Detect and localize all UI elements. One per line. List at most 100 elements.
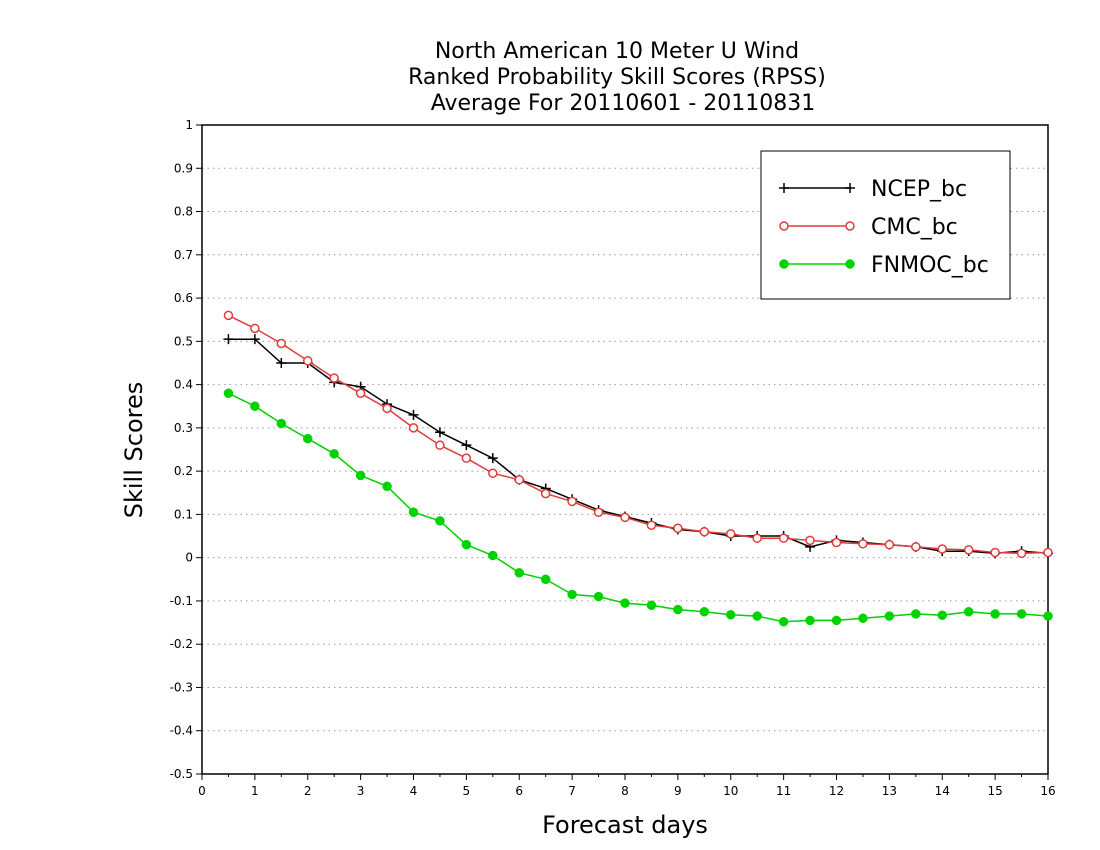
y-axis-title: Skill Scores bbox=[120, 382, 148, 519]
series-fnmoc-bc bbox=[223, 388, 1053, 627]
legend-label: CMC_bc bbox=[871, 215, 958, 240]
data-point-cmc-bc bbox=[593, 507, 604, 517]
y-tick-label: 0.9 bbox=[174, 161, 193, 175]
x-tick-label: 8 bbox=[621, 784, 629, 798]
data-point-cmc-bc bbox=[250, 323, 260, 334]
data-point-fnmoc-bc bbox=[461, 539, 472, 550]
y-tick-label: 0.1 bbox=[174, 507, 193, 521]
x-tick-label: 16 bbox=[1040, 784, 1055, 798]
data-point-cmc-bc bbox=[1016, 548, 1027, 559]
y-tick-label: 0.4 bbox=[174, 378, 193, 392]
data-point-fnmoc-bc bbox=[276, 418, 287, 429]
data-point-cmc-bc bbox=[937, 544, 947, 554]
data-point-fnmoc-bc bbox=[1016, 609, 1027, 619]
data-point-cmc-bc bbox=[488, 468, 498, 479]
data-point-cmc-bc bbox=[646, 520, 657, 530]
title-line-3: Average For 20110601 - 20110831 bbox=[431, 91, 816, 116]
chart-title: North American 10 Meter U Wind Ranked Pr… bbox=[408, 39, 826, 116]
data-point-cmc-bc bbox=[726, 529, 736, 539]
data-point-fnmoc-bc bbox=[963, 607, 974, 617]
x-tick-label: 4 bbox=[410, 784, 418, 798]
x-tick-label: 12 bbox=[829, 784, 844, 798]
y-tick-label: -0.2 bbox=[170, 637, 193, 651]
data-point-fnmoc-bc bbox=[250, 401, 260, 411]
data-point-cmc-bc bbox=[540, 488, 551, 499]
legend-marker bbox=[845, 221, 855, 231]
y-tick-label: -0.5 bbox=[170, 767, 193, 781]
legend: NCEP_bc CMC_bc FNMOC_bc bbox=[760, 150, 1011, 300]
x-tick-label: 6 bbox=[515, 784, 523, 798]
y-axis: 1 0.9 0.8 0.7 0.6 0.5 0.4 0.3 0.2 0.1 0 -0.1 -0.2 -0.… bbox=[170, 118, 202, 781]
data-point-fnmoc-bc bbox=[382, 481, 392, 492]
y-tick-label: -0.3 bbox=[170, 680, 193, 694]
legend-marker bbox=[845, 183, 855, 193]
data-point-cmc-bc bbox=[858, 539, 868, 549]
x-tick-label: 5 bbox=[463, 784, 471, 798]
x-tick-label: 14 bbox=[935, 784, 950, 798]
data-point-fnmoc-bc bbox=[699, 607, 710, 617]
legend-item-fnmoc-bc: FNMOC_bc bbox=[779, 253, 989, 278]
data-point-fnmoc-bc bbox=[567, 589, 577, 600]
data-point-ncep-bc bbox=[487, 453, 498, 464]
x-axis-title: Forecast days bbox=[542, 811, 708, 839]
data-point-cmc-bc bbox=[408, 423, 419, 433]
series-layer bbox=[223, 310, 1053, 627]
data-point-cmc-bc bbox=[911, 542, 921, 552]
title-line-1: North American 10 Meter U Wind bbox=[435, 39, 799, 64]
x-tick-label: 2 bbox=[304, 784, 312, 798]
y-tick-label: 0.7 bbox=[174, 248, 193, 262]
data-point-fnmoc-bc bbox=[937, 610, 947, 620]
data-point-cmc-bc bbox=[699, 526, 710, 537]
y-tick-label: 0.5 bbox=[174, 334, 193, 348]
data-point-cmc-bc bbox=[805, 535, 815, 546]
x-tick-label: 7 bbox=[568, 784, 576, 798]
x-tick-label: 3 bbox=[357, 784, 365, 798]
x-tick-label: 10 bbox=[723, 784, 738, 798]
y-tick-label: 0 bbox=[185, 551, 193, 565]
legend-label: FNMOC_bc bbox=[871, 253, 989, 278]
data-point-cmc-bc bbox=[990, 547, 1000, 558]
data-point-cmc-bc bbox=[884, 539, 895, 550]
y-tick-label: 0.8 bbox=[174, 205, 193, 219]
data-point-ncep-bc bbox=[434, 427, 445, 438]
data-point-ncep-bc bbox=[276, 357, 287, 368]
data-point-cmc-bc bbox=[752, 533, 762, 543]
data-point-fnmoc-bc bbox=[752, 611, 762, 621]
data-point-fnmoc-bc bbox=[858, 613, 868, 623]
data-point-cmc-bc bbox=[303, 356, 313, 366]
data-point-fnmoc-bc bbox=[884, 611, 895, 621]
data-point-fnmoc-bc bbox=[540, 574, 551, 585]
data-point-cmc-bc bbox=[778, 533, 789, 543]
data-point-cmc-bc bbox=[1043, 547, 1053, 558]
x-axis: 0 1 2 3 4 5 6 7 8 9 10 11 12 13 14 15 16 bbox=[198, 774, 1056, 798]
data-point-cmc-bc bbox=[620, 512, 630, 523]
data-point-ncep-bc bbox=[461, 440, 472, 451]
data-point-fnmoc-bc bbox=[805, 615, 815, 626]
data-point-fnmoc-bc bbox=[329, 449, 339, 459]
data-point-cmc-bc bbox=[276, 338, 287, 349]
x-tick-label: 0 bbox=[198, 784, 206, 798]
data-point-fnmoc-bc bbox=[355, 470, 366, 481]
legend-marker bbox=[779, 221, 789, 231]
data-point-fnmoc-bc bbox=[673, 604, 683, 615]
data-point-cmc-bc bbox=[673, 523, 683, 533]
data-point-cmc-bc bbox=[329, 373, 339, 383]
legend-label: NCEP_bc bbox=[871, 177, 967, 202]
data-point-fnmoc-bc bbox=[408, 507, 419, 517]
data-point-fnmoc-bc bbox=[726, 610, 736, 620]
data-point-ncep-bc bbox=[223, 334, 234, 345]
legend-marker bbox=[779, 183, 789, 193]
y-tick-label: 0.3 bbox=[174, 421, 193, 435]
x-tick-label: 9 bbox=[674, 784, 682, 798]
data-point-fnmoc-bc bbox=[488, 550, 498, 561]
data-point-fnmoc-bc bbox=[514, 568, 524, 578]
y-tick-label: -0.4 bbox=[170, 724, 193, 738]
data-point-fnmoc-bc bbox=[831, 615, 842, 626]
data-point-cmc-bc bbox=[382, 403, 392, 414]
data-point-fnmoc-bc bbox=[1043, 611, 1053, 621]
series-cmc-bc bbox=[223, 310, 1053, 559]
data-point-cmc-bc bbox=[435, 440, 445, 450]
legend-item-cmc-bc: CMC_bc bbox=[779, 215, 958, 240]
x-tick-label: 11 bbox=[776, 784, 791, 798]
data-point-cmc-bc bbox=[223, 310, 234, 321]
